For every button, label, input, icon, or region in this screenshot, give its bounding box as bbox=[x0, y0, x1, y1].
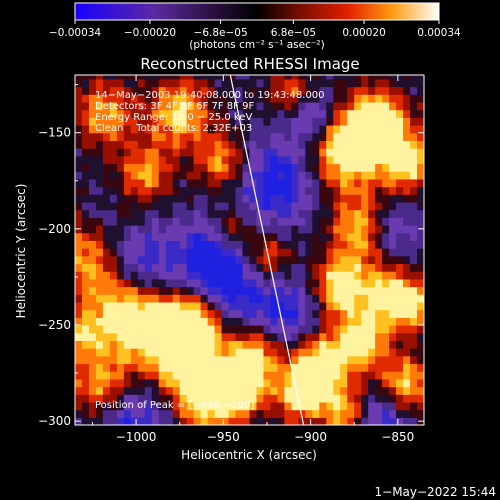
y-tick-label: −200 bbox=[38, 222, 71, 236]
info-line-counts: Clean Total counts: 2.32E+03 bbox=[95, 123, 252, 134]
heatmap-image bbox=[75, 75, 424, 425]
colorbar-ticks: −0.00034 −0.00020 −6.8e−05 6.8e−05 0.00020 0.… bbox=[49, 20, 461, 39]
peak-position-label: Position of Peak = [−948,−280] bbox=[95, 400, 254, 411]
colorbar-unit-label: (photons cm⁻² s⁻¹ asec⁻²) bbox=[189, 39, 324, 51]
colorbar-tick-label: 6.8e−05 bbox=[271, 27, 316, 39]
colorbar-tick-label: −6.8e−05 bbox=[194, 27, 248, 39]
footer-timestamp: 1−May−2022 15:44 bbox=[375, 485, 497, 499]
info-line-energy: Energy Range: 12.0 − 25.0 keV bbox=[95, 112, 252, 123]
chart-title: Reconstructed RHESSI Image bbox=[140, 55, 359, 73]
limb-line bbox=[229, 75, 305, 425]
info-line-detectors: Detectors: 3F 4F 5F 6F 7F 8F 9F bbox=[95, 101, 254, 112]
y-tick-label: −300 bbox=[38, 414, 71, 428]
x-tick-label: −950 bbox=[207, 430, 240, 444]
x-tick-label: −900 bbox=[294, 430, 327, 444]
info-line-time: 14−May−2003 19:40:08.000 to 19:43:48.000 bbox=[95, 90, 325, 101]
x-tick-label: −1000 bbox=[116, 430, 157, 444]
x-tick-label: −850 bbox=[381, 430, 414, 444]
info-block: 14−May−2003 19:40:08.000 to 19:43:48.000… bbox=[95, 90, 325, 134]
axis-ticks: −1000 −950 −900 −850 −150 −200 −250 −300 bbox=[38, 75, 424, 444]
colorbar-tick-label: 0.00020 bbox=[342, 27, 385, 39]
y-tick-label: −150 bbox=[38, 126, 71, 140]
colorbar-tick-label: 0.00034 bbox=[417, 27, 461, 39]
x-axis-label: Heliocentric X (arcsec) bbox=[181, 448, 317, 462]
colorbar-tick-label: −0.00034 bbox=[49, 27, 102, 39]
y-tick-label: −250 bbox=[38, 318, 71, 332]
y-axis-label: Heliocentric Y (arcsec) bbox=[14, 184, 28, 319]
plot-frame bbox=[74, 74, 425, 426]
colorbar bbox=[74, 2, 440, 21]
colorbar-tick-label: −0.00020 bbox=[124, 27, 176, 39]
